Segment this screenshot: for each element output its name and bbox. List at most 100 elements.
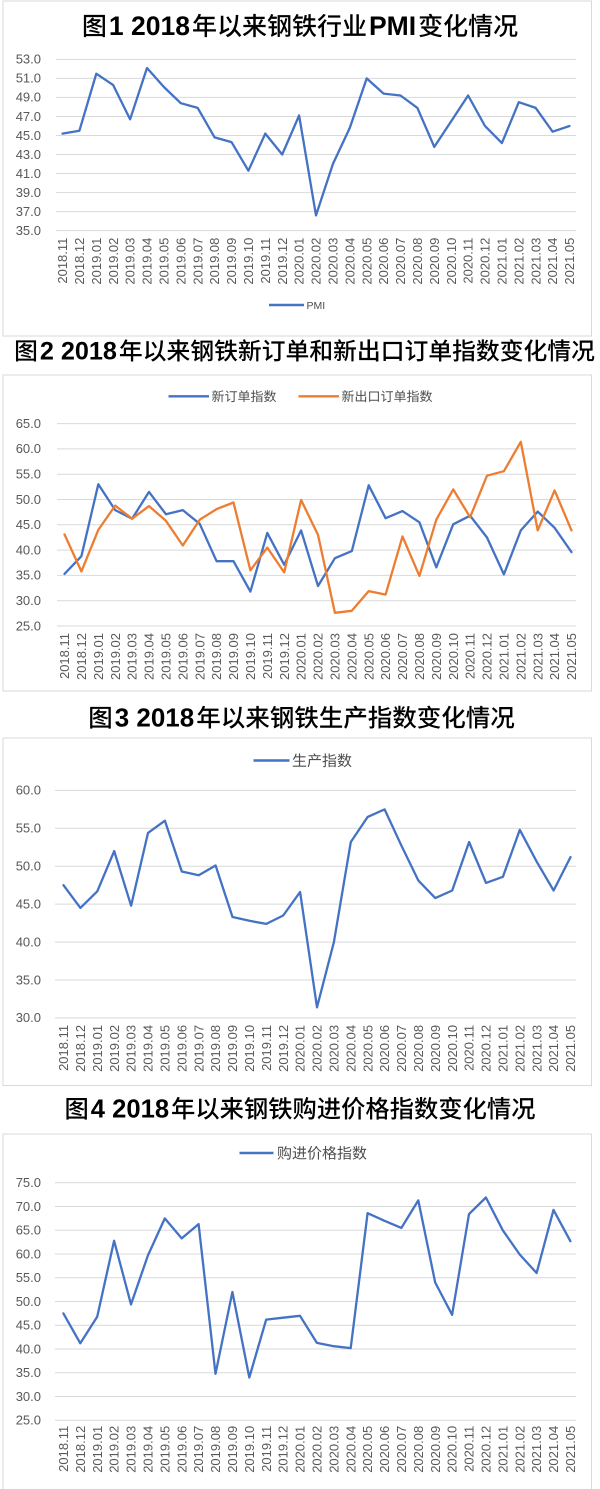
svg-text:2019.12: 2019.12 <box>275 238 290 285</box>
svg-text:2020.04: 2020.04 <box>342 238 357 285</box>
svg-text:2019.02: 2019.02 <box>107 1025 122 1072</box>
svg-text:2021.03: 2021.03 <box>528 238 543 285</box>
svg-text:2019.11: 2019.11 <box>259 1025 274 1071</box>
svg-text:2019.04: 2019.04 <box>140 238 155 285</box>
svg-text:2021.01: 2021.01 <box>495 1426 510 1473</box>
svg-text:2020.02: 2020.02 <box>309 238 324 285</box>
svg-text:2021.03: 2021.03 <box>529 1025 544 1072</box>
svg-text:2019.03: 2019.03 <box>123 238 138 285</box>
svg-text:2021.04: 2021.04 <box>545 238 560 285</box>
svg-text:2021.01: 2021.01 <box>495 238 510 285</box>
svg-text:40.0: 40.0 <box>16 1341 41 1356</box>
svg-text:2020.11: 2020.11 <box>463 633 478 679</box>
svg-text:2019.12: 2019.12 <box>277 633 292 680</box>
svg-text:2020.12: 2020.12 <box>480 633 495 680</box>
svg-text:2019.02: 2019.02 <box>106 238 121 285</box>
svg-text:35.0: 35.0 <box>16 972 41 987</box>
svg-text:35.0: 35.0 <box>16 223 41 238</box>
svg-text:2019.08: 2019.08 <box>208 1025 223 1072</box>
svg-text:2019.03: 2019.03 <box>124 1025 139 1072</box>
svg-text:2019.04: 2019.04 <box>141 1426 156 1473</box>
svg-text:2020.04: 2020.04 <box>344 633 359 680</box>
svg-text:2020.07: 2020.07 <box>394 1426 409 1473</box>
svg-text:2019.09: 2019.09 <box>225 1025 240 1072</box>
svg-text:65.0: 65.0 <box>16 416 41 431</box>
svg-text:2020.12: 2020.12 <box>478 238 493 285</box>
svg-text:2018.12: 2018.12 <box>72 238 87 285</box>
svg-text:2018.11: 2018.11 <box>57 633 72 679</box>
svg-text:2020.03: 2020.03 <box>327 1025 342 1072</box>
svg-text:45.0: 45.0 <box>16 517 41 532</box>
svg-text:43.0: 43.0 <box>16 147 41 162</box>
svg-text:2021.01: 2021.01 <box>496 1025 511 1072</box>
svg-text:40.0: 40.0 <box>16 934 41 949</box>
svg-text:2019.08: 2019.08 <box>209 633 224 680</box>
svg-text:55.0: 55.0 <box>16 1270 41 1285</box>
svg-text:2019.03: 2019.03 <box>124 1426 139 1473</box>
svg-text:2020.08: 2020.08 <box>411 1426 426 1473</box>
svg-text:2 2018: 2 2018 <box>40 338 117 366</box>
svg-text:2020.06: 2020.06 <box>376 238 391 285</box>
svg-text:2020.12: 2020.12 <box>479 1426 494 1473</box>
svg-text:2019.10: 2019.10 <box>242 1426 257 1473</box>
svg-text:2021.01: 2021.01 <box>497 633 512 680</box>
svg-text:2019.02: 2019.02 <box>107 1426 122 1473</box>
svg-text:2021.05: 2021.05 <box>563 1025 578 1072</box>
svg-text:2020.06: 2020.06 <box>377 1426 392 1473</box>
svg-text:2020.01: 2020.01 <box>292 238 307 285</box>
svg-text:2019.10: 2019.10 <box>241 238 256 285</box>
svg-text:2019.08: 2019.08 <box>207 238 222 285</box>
svg-text:2020.10: 2020.10 <box>446 633 461 680</box>
svg-text:2020.01: 2020.01 <box>293 1426 308 1473</box>
svg-text:2020.11: 2020.11 <box>461 238 476 284</box>
svg-text:2020.06: 2020.06 <box>377 1025 392 1072</box>
svg-text:45.0: 45.0 <box>16 896 41 911</box>
svg-text:41.0: 41.0 <box>16 166 41 181</box>
svg-text:2021.04: 2021.04 <box>546 1025 561 1072</box>
svg-text:65.0: 65.0 <box>16 1223 41 1238</box>
svg-text:2021.03: 2021.03 <box>529 1426 544 1473</box>
svg-text:2018.11: 2018.11 <box>55 238 70 284</box>
svg-text:45.0: 45.0 <box>16 128 41 143</box>
svg-text:2019.01: 2019.01 <box>91 633 106 680</box>
svg-text:2020.09: 2020.09 <box>428 1025 443 1072</box>
svg-text:2020.06: 2020.06 <box>378 633 393 680</box>
svg-text:2019.07: 2019.07 <box>192 633 207 680</box>
svg-text:2020.05: 2020.05 <box>360 1426 375 1473</box>
svg-text:2021.03: 2021.03 <box>530 633 545 680</box>
svg-text:2020.05: 2020.05 <box>361 633 376 680</box>
svg-text:2020.02: 2020.02 <box>311 633 326 680</box>
svg-text:4 2018: 4 2018 <box>91 1096 169 1124</box>
svg-text:2021.05: 2021.05 <box>563 1426 578 1473</box>
svg-text:2020.07: 2020.07 <box>393 238 408 285</box>
svg-text:2018.12: 2018.12 <box>73 1426 88 1473</box>
svg-text:2020.04: 2020.04 <box>343 1025 358 1072</box>
svg-text:2019.05: 2019.05 <box>157 238 172 285</box>
svg-text:2020.03: 2020.03 <box>328 633 343 680</box>
svg-text:2019.04: 2019.04 <box>141 1025 156 1072</box>
svg-text:70.0: 70.0 <box>16 1199 41 1214</box>
svg-text:2020.09: 2020.09 <box>427 238 442 285</box>
svg-text:49.0: 49.0 <box>16 90 41 105</box>
svg-text:2018.12: 2018.12 <box>74 633 89 680</box>
svg-text:2020.11: 2020.11 <box>462 1426 477 1472</box>
svg-text:2020.12: 2020.12 <box>479 1025 494 1072</box>
svg-text:2019.11: 2019.11 <box>258 238 273 284</box>
svg-text:2019.12: 2019.12 <box>276 1426 291 1473</box>
svg-text:2020.10: 2020.10 <box>445 1426 460 1473</box>
svg-text:2020.03: 2020.03 <box>326 238 341 285</box>
svg-text:51.0: 51.0 <box>16 71 41 86</box>
svg-text:75.0: 75.0 <box>16 1175 41 1190</box>
svg-text:2020.11: 2020.11 <box>462 1025 477 1071</box>
svg-text:2020.07: 2020.07 <box>395 633 410 680</box>
svg-text:2020.02: 2020.02 <box>310 1426 325 1473</box>
svg-text:2019.06: 2019.06 <box>175 633 190 680</box>
svg-text:2020.10: 2020.10 <box>444 238 459 285</box>
svg-text:2019.11: 2019.11 <box>260 633 275 679</box>
svg-text:2019.05: 2019.05 <box>159 633 174 680</box>
svg-text:55.0: 55.0 <box>16 821 41 836</box>
svg-text:2020.05: 2020.05 <box>360 1025 375 1072</box>
svg-text:60.0: 60.0 <box>16 441 41 456</box>
svg-text:2021.02: 2021.02 <box>512 1426 527 1473</box>
svg-text:2019.12: 2019.12 <box>276 1025 291 1072</box>
